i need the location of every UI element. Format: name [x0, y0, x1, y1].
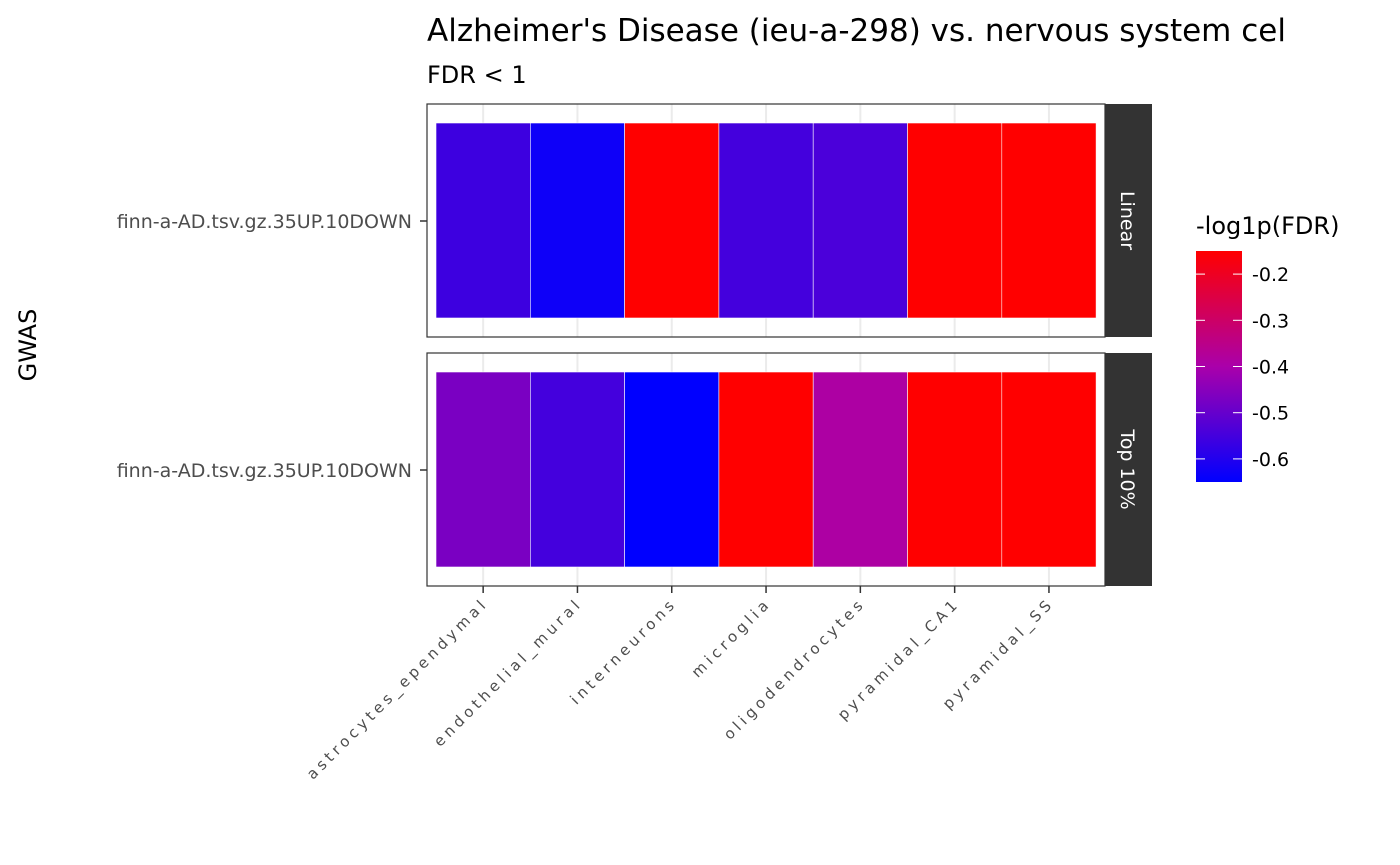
chart-title: Alzheimer's Disease (ieu-a-298) vs. nerv…	[427, 13, 1286, 49]
heatmap-cell-endothelial_mural	[529, 122, 625, 319]
x-axis: astrocytes_ependymalendothelial_muralint…	[303, 586, 1058, 784]
heatmap-cell-interneurons	[624, 122, 720, 319]
heatmap-cell-pyramidal_SS	[1001, 122, 1097, 319]
facet-panel-top10: Top 10% finn-a-AD.tsv.gz.35UP.10DOWN	[117, 352, 1152, 587]
facet-strip	[1105, 104, 1152, 337]
facet-strip-label: Top 10%	[1116, 428, 1138, 509]
heatmap-cell-interneurons	[624, 371, 720, 568]
x-tick-label: endothelial_mural	[430, 594, 587, 751]
legend-tick-label: -0.2	[1252, 264, 1289, 286]
facet-panel-linear: Linear finn-a-AD.tsv.gz.35UP.10DOWN	[117, 103, 1152, 338]
heatmap-cells	[435, 122, 1097, 319]
heatmap-cell-oligodendrocytes	[812, 122, 908, 319]
heatmap-cell-astrocytes_ependymal	[435, 371, 531, 568]
x-tick-label: interneurons	[567, 594, 681, 708]
legend-tick-label: -0.6	[1252, 449, 1289, 471]
y-tick-label: finn-a-AD.tsv.gz.35UP.10DOWN	[117, 211, 412, 233]
x-tick-label: astrocytes_ependymal	[303, 594, 493, 784]
legend-tick-label: -0.3	[1252, 310, 1289, 332]
legend: -log1p(FDR) -0.2 -0.3 -0.4 -0.5 -0.6	[1196, 212, 1339, 482]
heatmap-cell-microglia	[718, 122, 814, 319]
heatmap-cell-microglia	[718, 371, 814, 568]
legend-ticks: -0.2 -0.3 -0.4 -0.5 -0.6	[1196, 264, 1289, 471]
chart-subtitle: FDR < 1	[427, 61, 527, 89]
heatmap-cell-pyramidal_SS	[1001, 371, 1097, 568]
facet-strip-label: Linear	[1116, 191, 1138, 250]
legend-title: -log1p(FDR)	[1196, 212, 1339, 240]
y-axis-label: GWAS	[14, 309, 42, 382]
heatmap-cell-pyramidal_CA1	[907, 371, 1003, 568]
heatmap-cell-pyramidal_CA1	[907, 122, 1003, 319]
legend-tick-label: -0.4	[1252, 357, 1289, 379]
x-tick-label: microglia	[688, 594, 775, 681]
heatmap-cells	[435, 371, 1097, 568]
y-tick-label: finn-a-AD.tsv.gz.35UP.10DOWN	[117, 460, 412, 482]
facet-strip	[1105, 353, 1152, 586]
heatmap-cell-astrocytes_ependymal	[435, 122, 531, 319]
heatmap-cell-endothelial_mural	[529, 371, 625, 568]
legend-tick-label: -0.5	[1252, 403, 1289, 425]
heatmap-cell-oligodendrocytes	[812, 371, 908, 568]
